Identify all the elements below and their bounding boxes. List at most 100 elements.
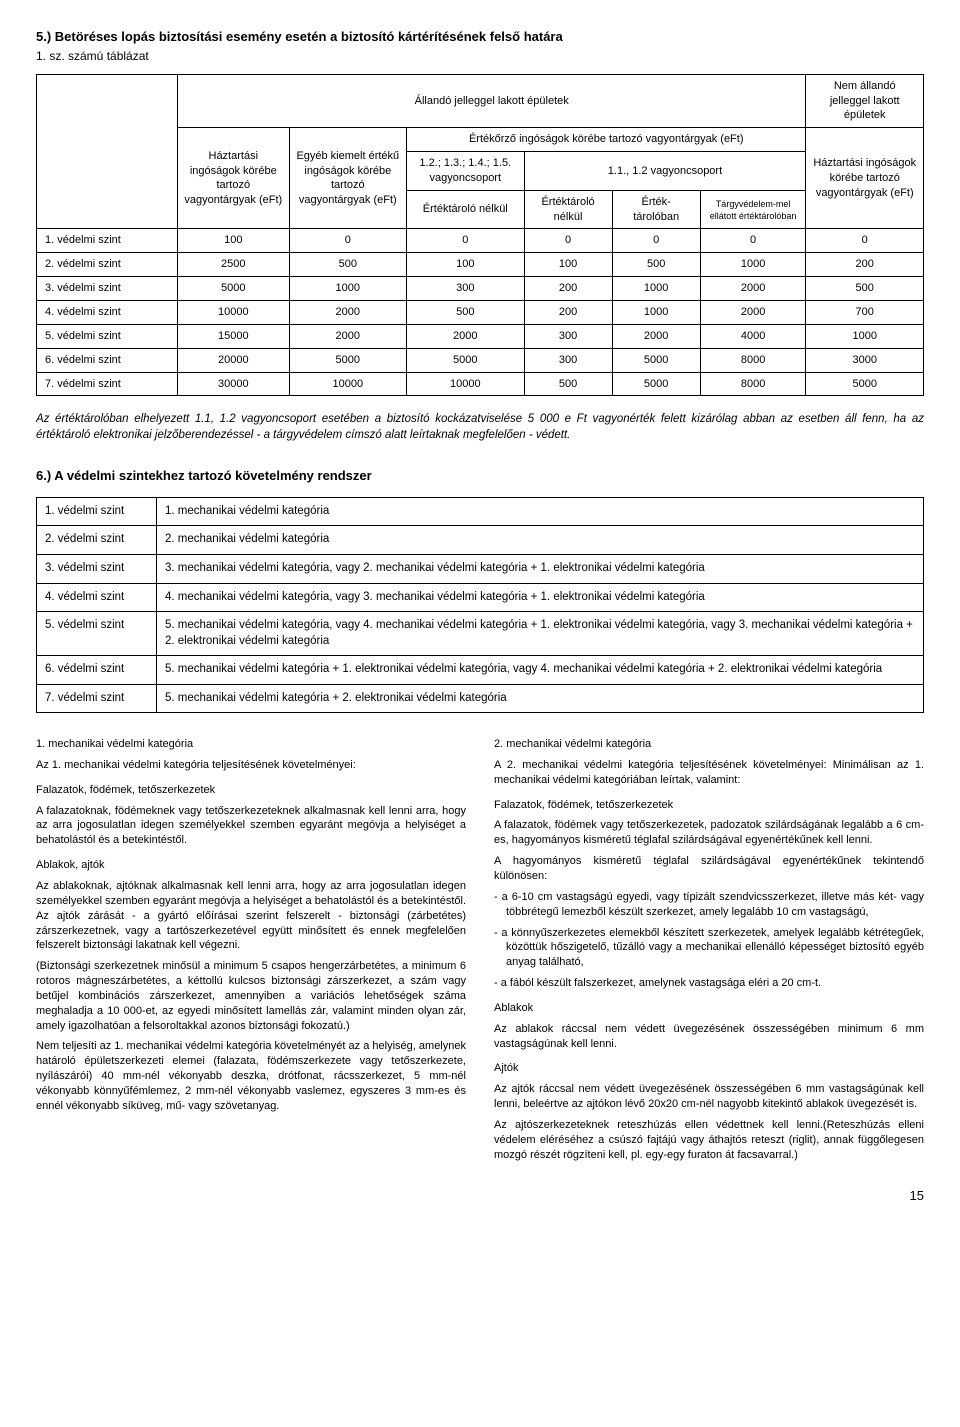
table-cell: 1000 bbox=[289, 277, 406, 301]
table-cell: 500 bbox=[524, 372, 612, 396]
left-p4: Nem teljesíti az 1. mechanikai védelmi k… bbox=[36, 1039, 466, 1113]
right-p3h: Ablakok bbox=[494, 1001, 924, 1016]
table-cell: 2000 bbox=[612, 324, 700, 348]
table-cell: 6. védelmi szint bbox=[37, 656, 157, 685]
table-cell: 5000 bbox=[407, 348, 524, 372]
left-p2h: Ablakok, ajtók bbox=[36, 858, 466, 873]
table-cell: 1. védelmi szint bbox=[37, 497, 157, 526]
table-cell: 300 bbox=[524, 348, 612, 372]
table-cell: 100 bbox=[177, 229, 289, 253]
t1-c3: Értékőrző ingóságok körébe tartozó vagyo… bbox=[407, 128, 806, 152]
right-h1: 2. mechanikai védelmi kategória bbox=[494, 737, 924, 752]
table-cell: 1000 bbox=[612, 277, 700, 301]
note-text: Az értéktárolóban elhelyezett 1.1, 1.2 v… bbox=[36, 412, 924, 443]
left-p2: Az ablakoknak, ajtóknak alkalmasnak kell… bbox=[36, 879, 466, 953]
left-p1h: Falazatok, födémek, tetőszerkezetek bbox=[36, 783, 466, 798]
right-p4: Az ajtók ráccsal nem védett üvegezésének… bbox=[494, 1082, 924, 1112]
table-cell: 10000 bbox=[177, 301, 289, 325]
table-cell: 500 bbox=[289, 253, 406, 277]
table-cell: 700 bbox=[806, 301, 924, 325]
table-cell: 0 bbox=[700, 229, 806, 253]
table-cell: 1. védelmi szint bbox=[37, 229, 178, 253]
left-h1b: Az 1. mechanikai védelmi kategória telje… bbox=[36, 758, 466, 773]
table-cell: 5000 bbox=[177, 277, 289, 301]
table-cell: 200 bbox=[524, 277, 612, 301]
table-cell: 5000 bbox=[612, 372, 700, 396]
table-cell: 5000 bbox=[289, 348, 406, 372]
section-6-heading: 6.) A védelmi szintekhez tartozó követel… bbox=[36, 467, 924, 485]
right-p1: A falazatok, födémek vagy tetőszerkezete… bbox=[494, 818, 924, 848]
table-cell: 2000 bbox=[289, 324, 406, 348]
table-cell: 0 bbox=[612, 229, 700, 253]
table-cell: 500 bbox=[407, 301, 524, 325]
table-cell: 1. mechanikai védelmi kategória bbox=[157, 497, 924, 526]
table-cell: 3000 bbox=[806, 348, 924, 372]
right-p2: A hagyományos kisméretű téglafal szilárd… bbox=[494, 854, 924, 884]
t1-c3b2: Érték-tárolóban bbox=[612, 190, 700, 229]
left-p3: (Biztonsági szerkezetnek minősül a minim… bbox=[36, 959, 466, 1033]
right-p3: Az ablakok ráccsal nem védett üvegezésén… bbox=[494, 1022, 924, 1052]
table-cell: 4000 bbox=[700, 324, 806, 348]
table-cell: 6. védelmi szint bbox=[37, 348, 178, 372]
table-2: 1. védelmi szint1. mechanikai védelmi ka… bbox=[36, 497, 924, 713]
t1-c1: Háztartási ingóságok körébe tartozó vagy… bbox=[177, 128, 289, 229]
table-cell: 3. védelmi szint bbox=[37, 555, 157, 584]
left-h1: 1. mechanikai védelmi kategória bbox=[36, 737, 466, 752]
right-p5: Az ajtószerkezeteknek reteszhúzás ellen … bbox=[494, 1118, 924, 1163]
table-cell: 2. mechanikai védelmi kategória bbox=[157, 526, 924, 555]
table-cell: 0 bbox=[289, 229, 406, 253]
table-cell: 2500 bbox=[177, 253, 289, 277]
table-cell: 5. védelmi szint bbox=[37, 612, 157, 656]
table-cell: 300 bbox=[407, 277, 524, 301]
table-cell: 200 bbox=[806, 253, 924, 277]
table-cell: 0 bbox=[407, 229, 524, 253]
table-cell: 5000 bbox=[612, 348, 700, 372]
table-cell: 7. védelmi szint bbox=[37, 372, 178, 396]
table-cell: 7. védelmi szint bbox=[37, 684, 157, 713]
left-column: 1. mechanikai védelmi kategória Az 1. me… bbox=[36, 737, 466, 1168]
right-column: 2. mechanikai védelmi kategória A 2. mec… bbox=[494, 737, 924, 1168]
table-cell: 8000 bbox=[700, 348, 806, 372]
table-cell: 1000 bbox=[806, 324, 924, 348]
table-cell: 300 bbox=[524, 324, 612, 348]
t1-c4: Háztartási ingóságok körébe tartozó vagy… bbox=[806, 128, 924, 229]
table-cell: 100 bbox=[524, 253, 612, 277]
table-cell: 4. védelmi szint bbox=[37, 583, 157, 612]
table-cell: 0 bbox=[524, 229, 612, 253]
table-cell: 200 bbox=[524, 301, 612, 325]
table-cell: 5. mechanikai védelmi kategória + 1. ele… bbox=[157, 656, 924, 685]
table-1: Állandó jelleggel lakott épületek Nem ál… bbox=[36, 74, 924, 397]
table-cell: 1000 bbox=[700, 253, 806, 277]
t1-c2: Egyéb kiemelt értékű ingóságok körébe ta… bbox=[289, 128, 406, 229]
table-cell: 0 bbox=[806, 229, 924, 253]
page-number: 15 bbox=[36, 1187, 924, 1205]
table-cell: 10000 bbox=[289, 372, 406, 396]
table-cell: 500 bbox=[612, 253, 700, 277]
table-cell: 5. védelmi szint bbox=[37, 324, 178, 348]
table-cell: 500 bbox=[806, 277, 924, 301]
t1-c3b3: Tárgyvédelem-mel ellátott értéktárolóban bbox=[700, 190, 806, 229]
t1-c3b1: Értéktároló nélkül bbox=[524, 190, 612, 229]
t1-c3a1: Értéktároló nélkül bbox=[407, 190, 524, 229]
right-p1h: Falazatok, födémek, tetőszerkezetek bbox=[494, 798, 924, 813]
table-cell: 100 bbox=[407, 253, 524, 277]
table-cell: 5. mechanikai védelmi kategória, vagy 4.… bbox=[157, 612, 924, 656]
table-cell: 4. védelmi szint bbox=[37, 301, 178, 325]
table-cell: 8000 bbox=[700, 372, 806, 396]
t1-c3b: 1.1., 1.2 vagyoncsoport bbox=[524, 152, 806, 191]
table-cell: 2000 bbox=[407, 324, 524, 348]
left-p1: A falazatoknak, födémeknek vagy tetőszer… bbox=[36, 804, 466, 849]
right-li3: - a fából készült falszerkezet, amelynek… bbox=[494, 976, 924, 991]
section-5-sub: 1. sz. számú táblázat bbox=[36, 48, 924, 64]
table-cell: 2000 bbox=[700, 277, 806, 301]
table-cell: 2. védelmi szint bbox=[37, 253, 178, 277]
t1-super1: Állandó jelleggel lakott épületek bbox=[177, 74, 805, 128]
table-cell: 15000 bbox=[177, 324, 289, 348]
right-li1: - a 6-10 cm vastagságú egyedi, vagy típi… bbox=[494, 890, 924, 920]
right-p4h: Ajtók bbox=[494, 1061, 924, 1076]
table-cell: 5000 bbox=[806, 372, 924, 396]
right-h1b: A 2. mechanikai védelmi kategória teljes… bbox=[494, 758, 924, 788]
table-cell: 5. mechanikai védelmi kategória + 2. ele… bbox=[157, 684, 924, 713]
table-cell: 10000 bbox=[407, 372, 524, 396]
table-cell: 2. védelmi szint bbox=[37, 526, 157, 555]
